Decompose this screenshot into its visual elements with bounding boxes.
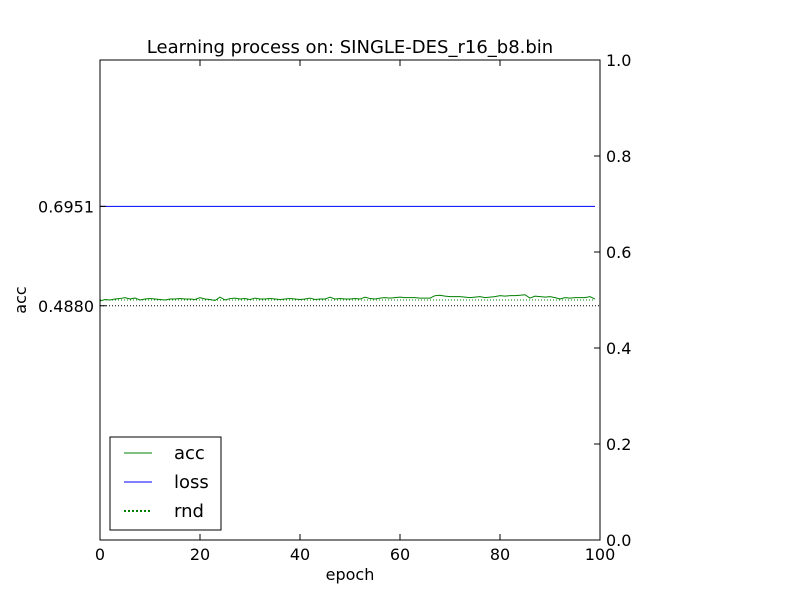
x-tick-label-20: 20 [190,545,210,564]
x-tick-label-60: 60 [390,545,410,564]
legend: acc loss rnd [109,436,222,531]
x-tick-label-100: 100 [585,545,616,564]
y-right-tick-label-0.8: 0.8 [606,147,631,166]
y-right-tick-label-0.2: 0.2 [606,435,631,454]
y-right-tick-label-0.4: 0.4 [606,339,631,358]
plot-area [99,205,600,307]
y-right-tick-label-1.0: 1.0 [606,51,631,70]
x-tick-label-0: 0 [95,545,105,564]
y-left-tick-label-0.6951: 0.6951 [38,197,94,216]
y-right-tick-label-0.6: 0.6 [606,243,631,262]
x-axis-label: epoch [326,565,375,584]
legend-label-rnd: rnd [174,501,204,522]
legend-label-loss: loss [174,472,209,493]
y-axis-label: acc [11,286,30,313]
plot-frame [99,59,601,541]
x-tick-label-80: 80 [490,545,510,564]
y-right-tick-label-0.0: 0.0 [606,531,631,550]
legend-label-acc: acc [174,443,205,464]
series-line-acc [99,294,596,302]
x-tick-label-40: 40 [290,545,310,564]
y-left-tick-label-0.4880: 0.4880 [38,297,94,316]
chart-title: Learning process on: SINGLE-DES_r16_b8.b… [147,37,553,58]
